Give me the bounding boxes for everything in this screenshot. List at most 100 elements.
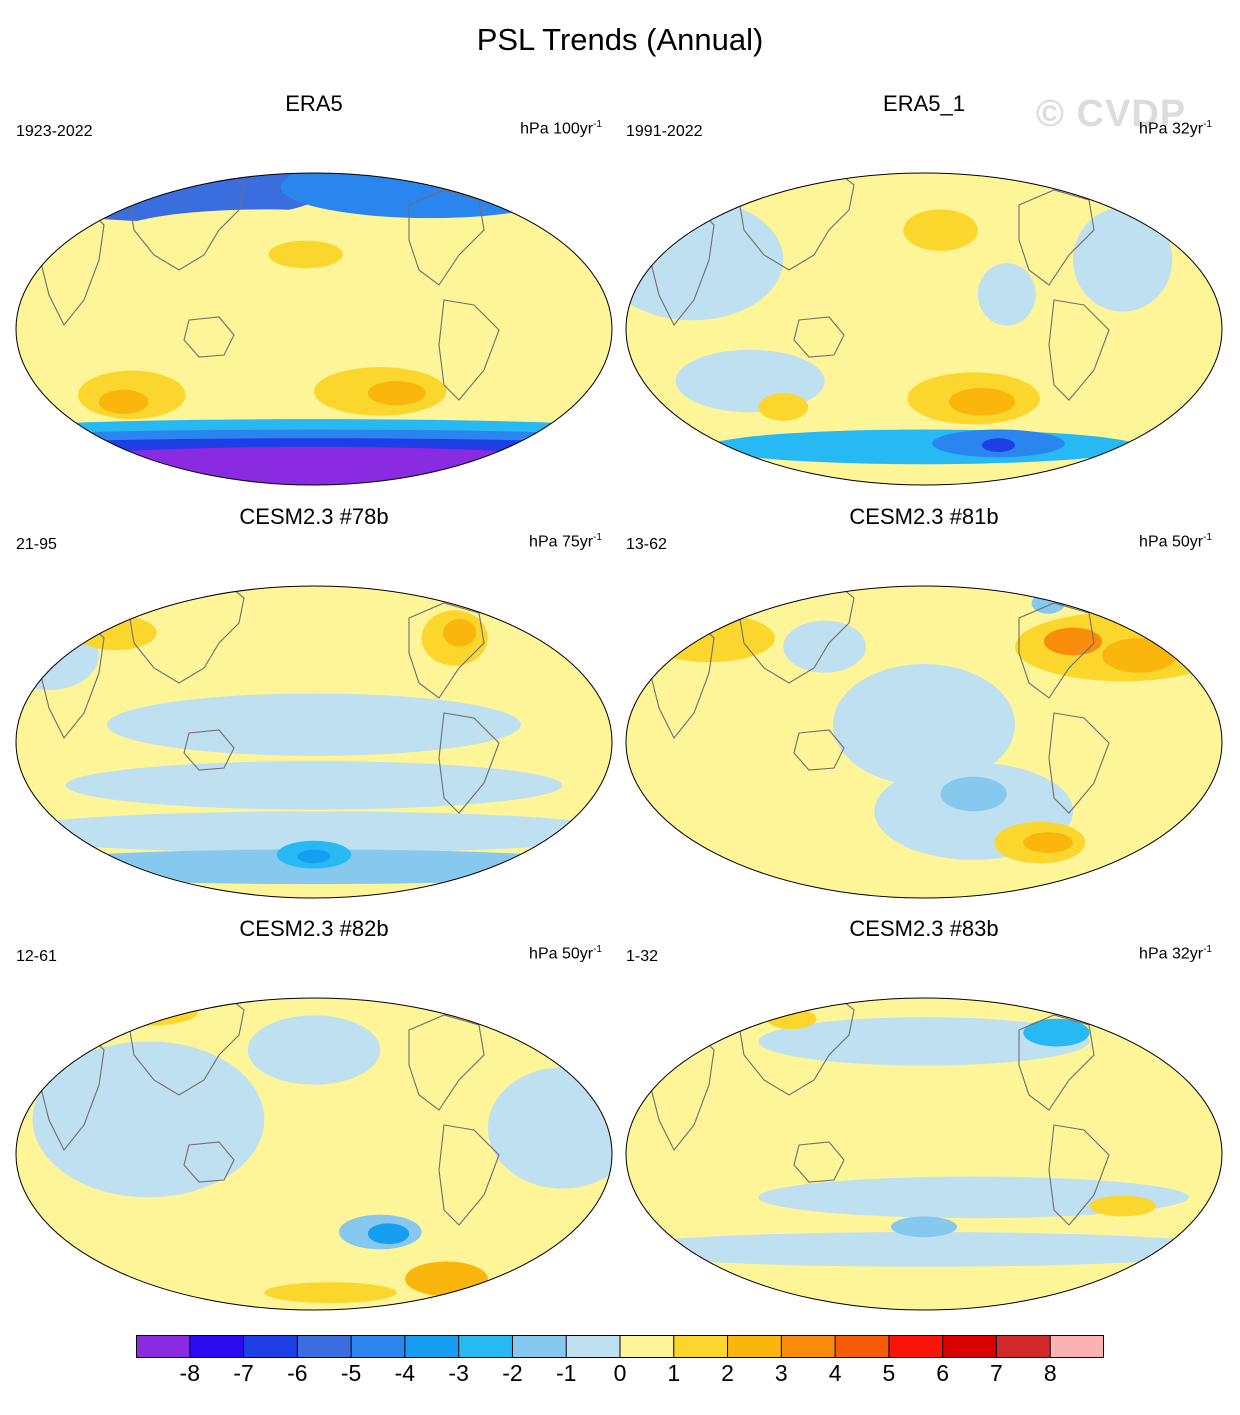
colorbar-tick-label: 7 — [990, 1360, 1003, 1386]
trend-contour — [107, 693, 521, 756]
coastline — [438, 1124, 500, 1226]
units-exponent: -1 — [1203, 119, 1212, 130]
coastline — [438, 299, 500, 401]
units-text: hPa 50yr — [1139, 533, 1204, 551]
map-field — [16, 586, 612, 898]
trend-contour — [297, 849, 331, 864]
figure-title: PSL Trends (Annual) — [476, 22, 764, 57]
trend-contour — [708, 429, 1140, 465]
colorbar-box — [888, 1335, 943, 1358]
panel-period: 1991-2022 — [626, 123, 703, 140]
colorbar-tick-label: -8 — [179, 1360, 200, 1386]
units-exponent: -1 — [1203, 944, 1212, 955]
trend-contour — [367, 1223, 410, 1245]
panel-title: CESM2.3 #78b — [239, 504, 389, 529]
trend-contour — [1023, 1018, 1090, 1047]
map-field — [626, 586, 1222, 898]
colorbar-box — [189, 1335, 244, 1358]
colorbar-box — [673, 1335, 728, 1358]
colorbar-tick-label: 1 — [667, 1360, 681, 1386]
coastline — [793, 1141, 845, 1183]
panel-title: ERA5 — [285, 91, 343, 116]
trend-contour — [977, 263, 1036, 326]
colorbar-box — [404, 1335, 459, 1358]
trend-contour — [626, 1232, 1222, 1267]
panel-era5-1: ERA5_1 1991-2022 hPa 32yr-1 — [624, 91, 1224, 495]
trend-contour — [65, 761, 563, 810]
trend-contour — [758, 393, 809, 421]
trend-contour — [73, 615, 157, 651]
trend-contour — [642, 613, 775, 663]
trend-contour — [940, 776, 1007, 812]
trend-contour — [247, 1015, 381, 1085]
coastline — [738, 586, 855, 684]
coastline — [1018, 189, 1095, 286]
cvdp-watermark: © CVDP — [1036, 93, 1187, 135]
colorbar-box — [566, 1335, 620, 1358]
colorbar-tick-label: -1 — [555, 1360, 577, 1386]
panel-units: hPa 32yr-1 — [1139, 119, 1212, 138]
colorbar-box — [620, 1335, 674, 1358]
colorbar-box — [1050, 1335, 1104, 1358]
units-exponent: -1 — [593, 532, 602, 543]
map-border — [625, 172, 1223, 486]
trend-map — [625, 172, 1223, 486]
trend-contour — [367, 381, 426, 406]
colorbar-box — [942, 1335, 997, 1358]
panel-cesm-83b: CESM2.3 #83b 1-32 hPa 32yr-1 — [624, 916, 1224, 1320]
units-exponent: -1 — [1203, 532, 1212, 543]
trend-contour — [264, 1282, 397, 1304]
trend-contour — [98, 389, 149, 414]
colorbar-tick-label: -6 — [287, 1360, 308, 1386]
coastline — [1018, 1014, 1095, 1111]
trend-contour — [758, 1176, 1189, 1219]
trend-contour — [405, 1261, 488, 1297]
coastline — [738, 173, 855, 271]
colorbar-tick-label: -3 — [448, 1360, 469, 1386]
units-text: hPa 100yr — [520, 120, 594, 138]
map-field — [16, 173, 612, 485]
colorbar-box — [297, 1335, 352, 1358]
map-border — [15, 585, 613, 899]
units-text: hPa 50yr — [529, 945, 594, 963]
panel-units: hPa 50yr-1 — [1139, 532, 1212, 551]
coastline — [128, 998, 245, 1096]
coastline — [183, 729, 235, 771]
colorbar-tick-label: 2 — [721, 1360, 734, 1386]
panel-units: hPa 32yr-1 — [1139, 944, 1212, 963]
trend-contour — [443, 618, 477, 647]
coastline — [183, 316, 235, 358]
coastline — [1048, 712, 1110, 814]
trend-contour — [948, 387, 1016, 416]
colorbar-frame — [136, 1335, 1104, 1358]
units-exponent: -1 — [593, 119, 602, 130]
panel-period: 13-62 — [626, 536, 667, 553]
trend-contour — [1089, 1195, 1156, 1217]
units-text: hPa 32yr — [1139, 120, 1204, 138]
trend-contour — [115, 209, 414, 258]
coastline — [408, 1014, 485, 1111]
panel-cesm-81b: CESM2.3 #81b 13-62 hPa 50yr-1 — [624, 504, 1224, 908]
trend-contour — [98, 998, 199, 1026]
panel-cesm-82b: CESM2.3 #82b 12-61 hPa 50yr-1 — [14, 916, 614, 1320]
map-field — [626, 173, 1222, 485]
trend-contour — [1073, 207, 1173, 312]
map-border — [625, 585, 1223, 899]
map-border — [625, 997, 1223, 1311]
trend-map — [15, 585, 613, 899]
panel-cesm-78b: CESM2.3 #78b 21-95 hPa 75yr-1 — [14, 504, 614, 908]
colorbar-tick-label: -7 — [233, 1360, 254, 1386]
trend-contour — [280, 173, 579, 219]
panel-period: 1923-2022 — [16, 123, 93, 140]
panel-units: hPa 75yr-1 — [529, 532, 602, 551]
panel-era5: ERA5 1923-2022 hPa 100yr-1 — [14, 91, 614, 495]
coastline — [408, 189, 485, 286]
trend-contour — [783, 620, 867, 673]
colorbar — [136, 1335, 1104, 1358]
colorbar-tick-label: 3 — [774, 1360, 788, 1386]
colorbar-box — [243, 1335, 298, 1358]
colorbar-box — [835, 1335, 889, 1358]
coastline — [408, 602, 485, 699]
trend-contour — [16, 446, 612, 485]
trend-contour — [16, 811, 612, 853]
